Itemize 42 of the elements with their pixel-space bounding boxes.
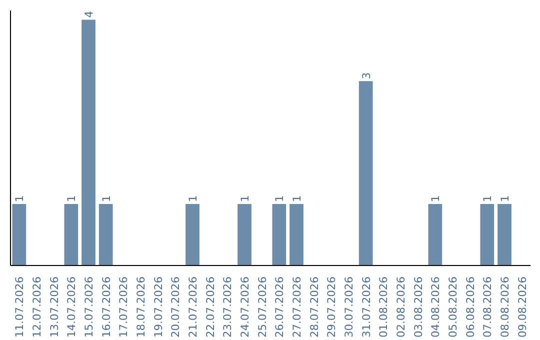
x-tick-label: 31.07.2026 xyxy=(360,276,373,338)
x-tick-label: 11.07.2026 xyxy=(13,276,26,338)
x-tick-label: 08.08.2026 xyxy=(498,276,512,338)
x-tick-label: 25.07.2026 xyxy=(256,276,269,338)
data-label: 1 xyxy=(186,195,200,202)
data-label: 1 xyxy=(273,195,286,202)
data-label: 1 xyxy=(290,195,304,202)
x-tick-label: 02.08.2026 xyxy=(394,276,408,338)
data-label: 4 xyxy=(82,10,96,18)
x-tick-label: 03.08.2026 xyxy=(412,276,425,338)
x-tick-label: 24.07.2026 xyxy=(238,276,252,338)
x-tick-label: 09.08.2026 xyxy=(516,276,529,338)
x-tick-label: 06.08.2026 xyxy=(464,276,477,338)
data-label: 1 xyxy=(238,195,252,202)
x-tick-label: 27.07.2026 xyxy=(290,276,304,338)
x-tick-label: 29.07.2026 xyxy=(325,276,338,338)
x-tick-label: 23.07.2026 xyxy=(221,276,234,338)
x-tick-label: 13.07.2026 xyxy=(48,276,61,338)
data-label: 1 xyxy=(100,195,113,202)
x-tick-label: 04.08.2026 xyxy=(429,276,442,338)
x-tick-label: 20.07.2026 xyxy=(169,276,182,338)
data-label: 3 xyxy=(360,72,373,80)
x-tick-label: 17.07.2026 xyxy=(117,276,130,338)
x-tick-label: 30.07.2026 xyxy=(342,276,356,338)
data-label: 1 xyxy=(481,195,494,202)
x-tick-label: 05.08.2026 xyxy=(446,276,460,338)
x-tick-label: 12.07.2026 xyxy=(30,276,44,338)
x-tick-label: 28.07.2026 xyxy=(308,276,321,338)
data-label: 1 xyxy=(498,195,512,202)
data-label: 1 xyxy=(65,195,78,202)
x-tick-label: 07.08.2026 xyxy=(481,276,494,338)
x-tick-label: 01.08.2026 xyxy=(377,276,390,338)
x-tick-label: 21.07.2026 xyxy=(186,276,200,338)
x-tick-label: 22.07.2026 xyxy=(204,276,217,338)
x-tick-label: 16.07.2026 xyxy=(100,276,113,338)
x-tick-label: 15.07.2026 xyxy=(82,276,96,338)
data-label: 1 xyxy=(13,195,26,202)
data-label: 1 xyxy=(429,195,442,202)
x-tick-label: 26.07.2026 xyxy=(273,276,286,338)
x-tick-label: 14.07.2026 xyxy=(65,276,78,338)
x-tick-label: 18.07.2026 xyxy=(134,276,148,338)
x-tick-label: 19.07.2026 xyxy=(152,276,165,338)
